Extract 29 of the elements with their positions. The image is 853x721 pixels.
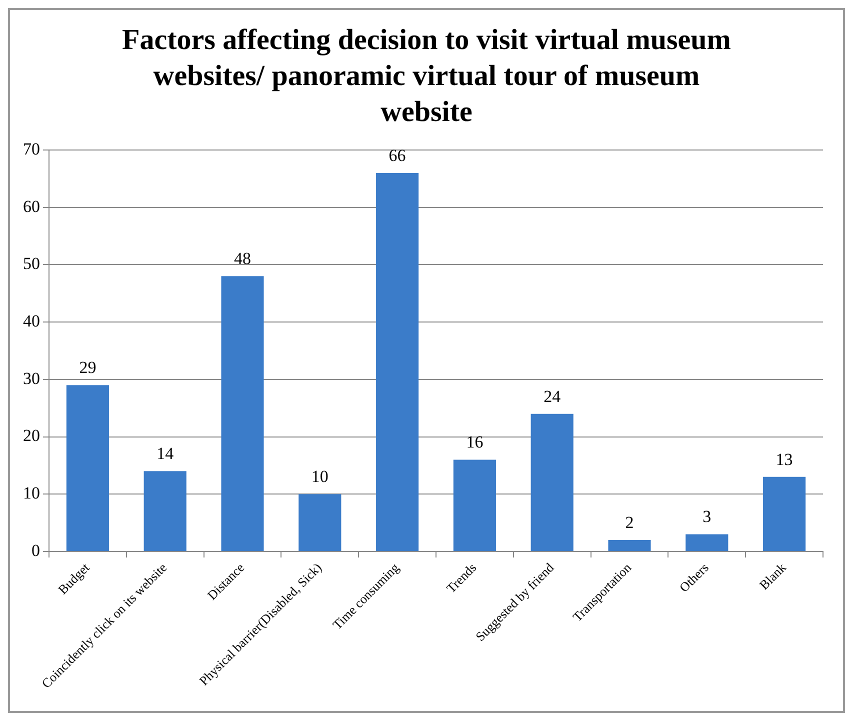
data-label: 29	[79, 358, 96, 378]
bar	[686, 534, 728, 551]
data-label: 24	[544, 386, 562, 406]
bar	[608, 540, 651, 551]
bar	[376, 172, 419, 551]
y-tick-label: 70	[23, 139, 40, 158]
data-label: 3	[702, 507, 712, 526]
bar	[66, 385, 109, 551]
bar	[144, 471, 186, 551]
data-label: 14	[156, 444, 174, 464]
y-tick-label: 20	[23, 426, 40, 446]
y-tick-label: 30	[23, 368, 40, 388]
data-label: 2	[625, 512, 634, 532]
data-label: 16	[466, 432, 484, 452]
bar	[453, 460, 496, 551]
data-label: 66	[388, 146, 406, 165]
chart-title: Factors affecting decision to visit virtual museum websites/ panoramic virtual tour of museum website	[121, 23, 732, 130]
data-label: 48	[234, 249, 251, 268]
y-tick-label: 40	[23, 312, 40, 331]
data-label: 10	[311, 467, 328, 486]
y-tick-label: 10	[23, 484, 40, 503]
y-tick-label: 50	[23, 254, 40, 274]
data-label: 13	[776, 450, 793, 469]
bar	[221, 276, 264, 551]
bar	[763, 476, 806, 551]
bar	[530, 414, 574, 551]
y-tick-label: 60	[23, 196, 40, 216]
y-tick-label: 0	[32, 540, 40, 560]
bar	[298, 494, 342, 551]
